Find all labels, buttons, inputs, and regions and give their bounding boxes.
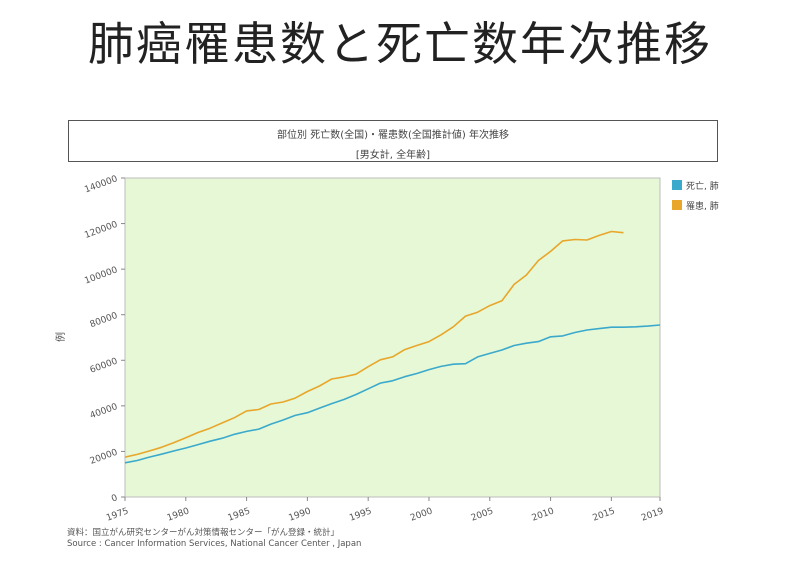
x-tick-label: 2005	[470, 506, 495, 523]
slide-title: 肺癌罹患数と死亡数年次推移	[88, 17, 712, 71]
legend-label-2: 罹患, 肺	[686, 200, 719, 212]
x-tick-label: 2019	[640, 506, 665, 523]
y-tick-label: 80000	[89, 311, 120, 330]
chart-title: 部位別 死亡数(全国)・罹患数(全国推計値) 年次推移	[277, 130, 509, 141]
series-line-1	[124, 324, 661, 464]
legend-swatch-2	[672, 200, 682, 210]
x-tick-label: 2015	[591, 506, 616, 523]
x-tick-label: 1980	[166, 506, 191, 523]
y-tick-label: 60000	[89, 356, 120, 375]
y-tick-label: 140000	[83, 174, 119, 195]
source-note: 資料：国立がん研究センターがん対策情報センター「がん登録・統計」 Source …	[67, 528, 361, 550]
series-line-2	[124, 230, 624, 458]
y-tick-label: 120000	[83, 220, 119, 241]
x-tick-label: 1975	[105, 506, 130, 523]
y-tick-label: 0	[110, 493, 119, 504]
x-tick-label: 1985	[227, 506, 252, 523]
plot-area	[124, 177, 661, 498]
x-tick-label: 2000	[409, 506, 434, 523]
x-tick-label: 1990	[287, 506, 312, 523]
legend-swatch-1	[672, 180, 682, 190]
y-tick-label: 20000	[89, 448, 120, 467]
y-axis-label: 例	[54, 332, 67, 342]
x-tick-label: 1995	[348, 506, 373, 523]
y-tick-label: 40000	[89, 402, 120, 421]
source-line-en: Source : Cancer Information Services, Na…	[67, 539, 362, 549]
legend-label-1: 死亡, 肺	[686, 180, 719, 192]
x-tick-label: 2010	[531, 506, 556, 523]
chart-title-box: 部位別 死亡数(全国)・罹患数(全国推計値) 年次推移 [男女計, 全年齢]	[68, 120, 718, 162]
chart-subtitle: [男女計, 全年齢]	[355, 150, 431, 161]
y-tick-label: 100000	[83, 265, 119, 286]
source-line-ja: 資料：国立がん研究センターがん対策情報センター「がん登録・統計」	[67, 528, 340, 538]
